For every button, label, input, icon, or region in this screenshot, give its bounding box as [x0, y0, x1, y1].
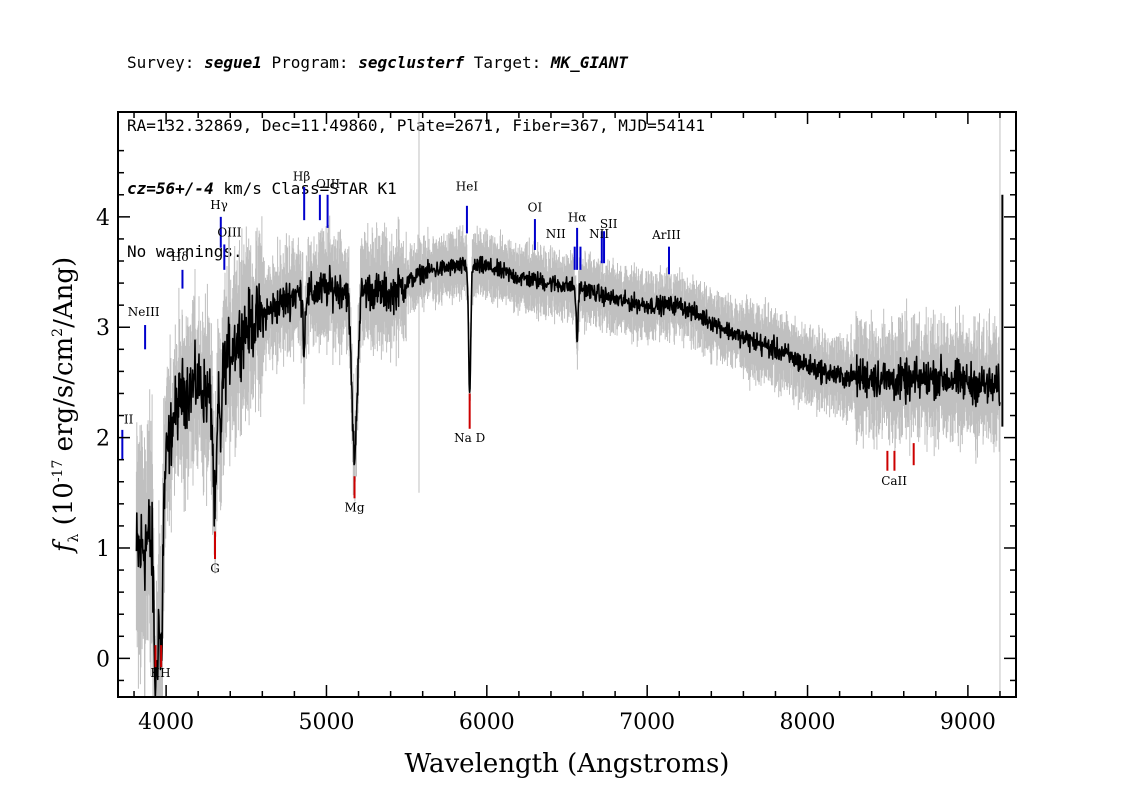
emission-line-label: Hδ	[171, 250, 189, 264]
header-line-3: cz=56+/-4 km/s Class=STAR K1	[127, 178, 705, 199]
y-tick-label: 4	[96, 206, 110, 231]
x-tick-label: 7000	[619, 710, 675, 735]
program-value: segclusterf	[358, 53, 465, 72]
plot-frame	[117, 111, 1017, 698]
y-label-sub: λ	[66, 534, 82, 543]
emission-line-label: HeI	[456, 179, 479, 193]
emission-line-label: OI	[528, 200, 543, 214]
emission-line-label: II	[124, 412, 134, 426]
y-label-main: (10	[49, 482, 79, 525]
x-tick-label: 9000	[940, 710, 996, 735]
y-label-exp: -17	[50, 460, 66, 483]
x-tick-label: 4000	[138, 710, 194, 735]
y-tick-label: 2	[96, 427, 110, 452]
x-tick-label: 5000	[298, 710, 354, 735]
error-band	[135, 112, 1001, 697]
flux-line	[135, 255, 1001, 698]
absorption-line-label: H	[160, 666, 170, 680]
y-label-space	[49, 525, 79, 533]
header-line-1: Survey: segue1 Program: segclusterf Targ…	[127, 52, 705, 73]
program-label: Program:	[261, 53, 359, 72]
survey-value: segue1	[204, 53, 262, 72]
y-label-tail: /Ang)	[49, 257, 79, 328]
axis-ticks: 4000 5000 6000 7000 8000 9000 0 1 2 3 4	[96, 112, 1016, 735]
flux-series	[135, 194, 1004, 698]
target-value: MK_GIANT	[550, 53, 628, 72]
absorption-line-label: Mg	[345, 501, 365, 515]
y-axis-label: fλ (10-17 erg/s/cm2/Ang)	[49, 257, 82, 554]
redshift-value: cz=56+/-4	[127, 179, 214, 198]
absorption-line-label: Na D	[454, 431, 485, 445]
emission-line-label: SII	[600, 217, 618, 231]
survey-label: Survey:	[127, 53, 205, 72]
absorption-line-label: CaII	[881, 474, 907, 488]
y-label-exp2: 2	[50, 328, 66, 337]
class-info: km/s Class=STAR K1	[213, 179, 397, 198]
emission-line-label: Hγ	[210, 198, 228, 212]
y-tick-label: 0	[96, 647, 110, 672]
target-label: Target:	[464, 53, 551, 72]
emission-line-label: NII	[546, 227, 566, 241]
emission-line-label: NeIII	[128, 305, 160, 319]
spectrum-header: Survey: segue1 Program: segclusterf Targ…	[127, 10, 705, 283]
header-line-2: RA=132.32869, Dec=11.49860, Plate=2671, …	[127, 116, 705, 135]
emission-line-label: ArIII	[651, 228, 681, 242]
emission-line-label: Hβ	[293, 169, 310, 183]
emission-line-label: OIII	[316, 177, 340, 191]
x-tick-label: 6000	[459, 710, 515, 735]
y-tick-label: 1	[96, 537, 110, 562]
y-label-rest: erg/s/cm	[49, 337, 79, 460]
x-axis-label: Wavelength (Angstroms)	[405, 749, 730, 779]
x-tick-label: 8000	[780, 710, 836, 735]
y-tick-label: 3	[96, 316, 110, 341]
emission-line-label: OIII	[217, 226, 241, 240]
absorption-line-label: K	[150, 666, 160, 680]
emission-line-label: Hα	[568, 210, 587, 224]
absorption-line-label: G	[210, 561, 220, 575]
